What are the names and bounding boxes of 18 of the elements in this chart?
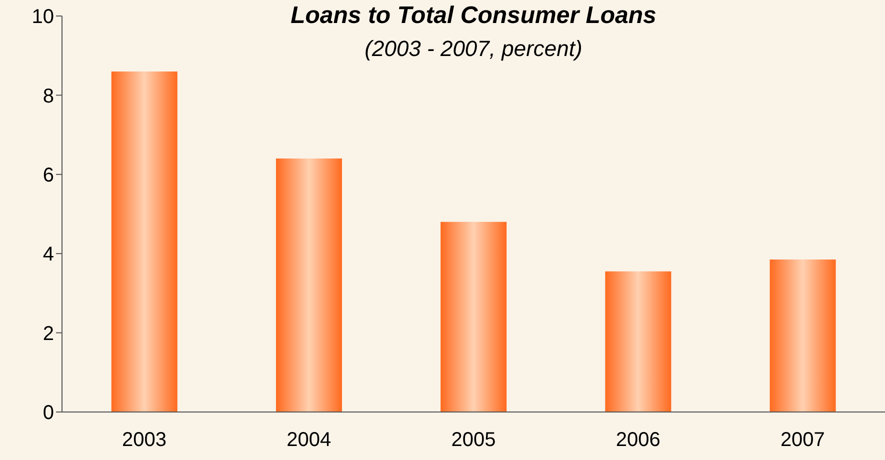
x-tick-label: 2007 bbox=[780, 429, 825, 452]
bar bbox=[605, 271, 672, 412]
bar bbox=[770, 260, 836, 412]
x-tick-label: 2003 bbox=[122, 429, 167, 452]
bar bbox=[440, 222, 507, 412]
x-tick-label: 2004 bbox=[286, 429, 332, 452]
y-tick-label: 10 bbox=[32, 6, 54, 28]
y-tick-label: 8 bbox=[42, 85, 54, 108]
y-tick-label: 0 bbox=[42, 402, 54, 424]
y-tick-label: 6 bbox=[42, 164, 54, 186]
bar bbox=[276, 158, 342, 412]
x-tick-label: 2005 bbox=[451, 429, 496, 452]
x-tick-label: 2006 bbox=[616, 429, 660, 452]
chart-title: Loans to Total Consumer Loans bbox=[290, 2, 658, 30]
text: (2003 - 2007, percent) bbox=[364, 36, 584, 62]
y-tick-label: 4 bbox=[42, 244, 54, 266]
bar bbox=[111, 71, 178, 412]
y-tick-label: 2 bbox=[42, 322, 54, 345]
